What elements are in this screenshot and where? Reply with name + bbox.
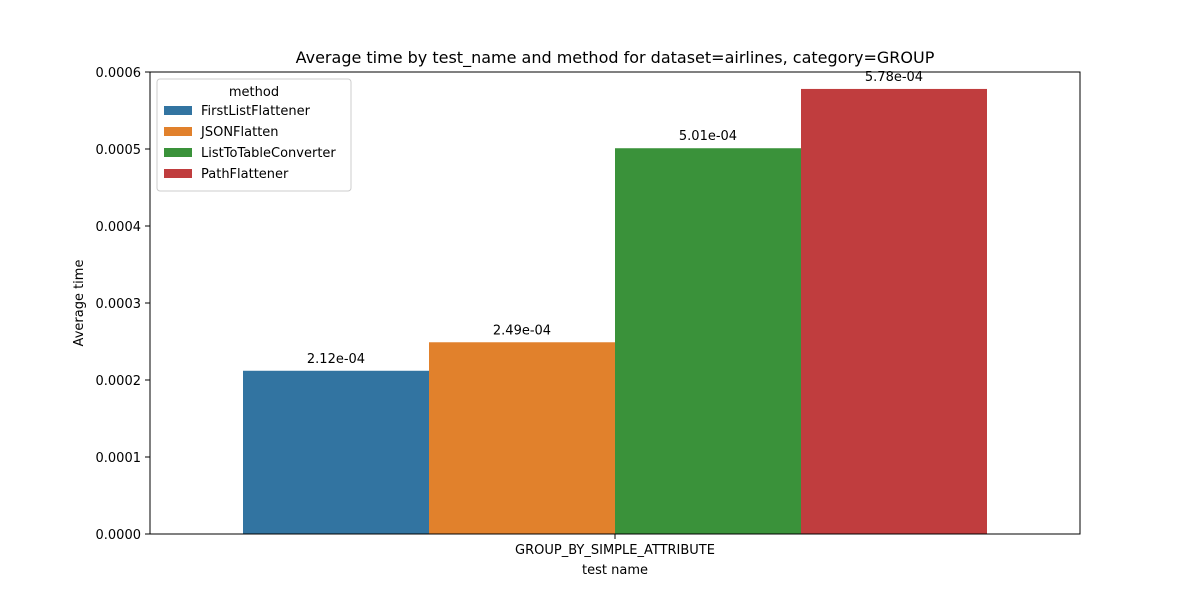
legend-box xyxy=(156,78,352,192)
legend-swatch-JSONFlatten xyxy=(164,127,192,136)
bar-value-label: 5.78e-04 xyxy=(865,70,923,85)
legend-entry-label: PathFlattener xyxy=(201,167,289,182)
y-tick-label: 0.0005 xyxy=(96,143,142,158)
x-axis-label: test name xyxy=(582,563,648,578)
y-tick-label: 0.0003 xyxy=(96,297,142,312)
y-tick-label: 0.0000 xyxy=(96,528,142,543)
bar-value-label: 2.49e-04 xyxy=(493,323,551,338)
legend-swatch-ListToTableConverter xyxy=(164,148,192,157)
plot-frame xyxy=(149,71,1081,535)
legend-swatch-PathFlattener xyxy=(164,169,192,178)
bar-JSONFlatten xyxy=(429,342,615,534)
legend-entry-label: ListToTableConverter xyxy=(201,146,336,161)
plot-area: 2.12e-04 2.49e-04 5.01e-04 5.78e-04 xyxy=(243,70,987,535)
x-tick-label: GROUP_BY_SIMPLE_ATTRIBUTE xyxy=(515,543,715,558)
legend: method FirstListFlattener JSONFlatten ListT… xyxy=(156,78,352,192)
bar-PathFlattener xyxy=(801,88,987,534)
y-tick-label: 0.0006 xyxy=(96,66,142,81)
y-tick-label: 0.0001 xyxy=(96,451,142,466)
bar-value-label: 2.12e-04 xyxy=(307,352,365,367)
y-axis-label: Average time xyxy=(72,260,87,347)
bar-ListToTableConverter xyxy=(615,148,801,535)
bar-value-label: 5.01e-04 xyxy=(679,129,737,144)
y-tick-label: 0.0004 xyxy=(96,220,142,235)
legend-swatch-FirstListFlattener xyxy=(164,106,192,115)
legend-entry-label: FirstListFlattener xyxy=(201,104,311,119)
axes: GROUP_BY_SIMPLE_ATTRIBUTE 0.0000 0.0001 0.0… xyxy=(96,66,1081,558)
chart-title: Average time by test_name and method for… xyxy=(296,48,935,68)
legend-entry-label: JSONFlatten xyxy=(200,125,279,140)
legend-title: method xyxy=(229,85,279,100)
y-tick-label: 0.0002 xyxy=(96,374,142,389)
bar-FirstListFlattener xyxy=(243,370,429,534)
